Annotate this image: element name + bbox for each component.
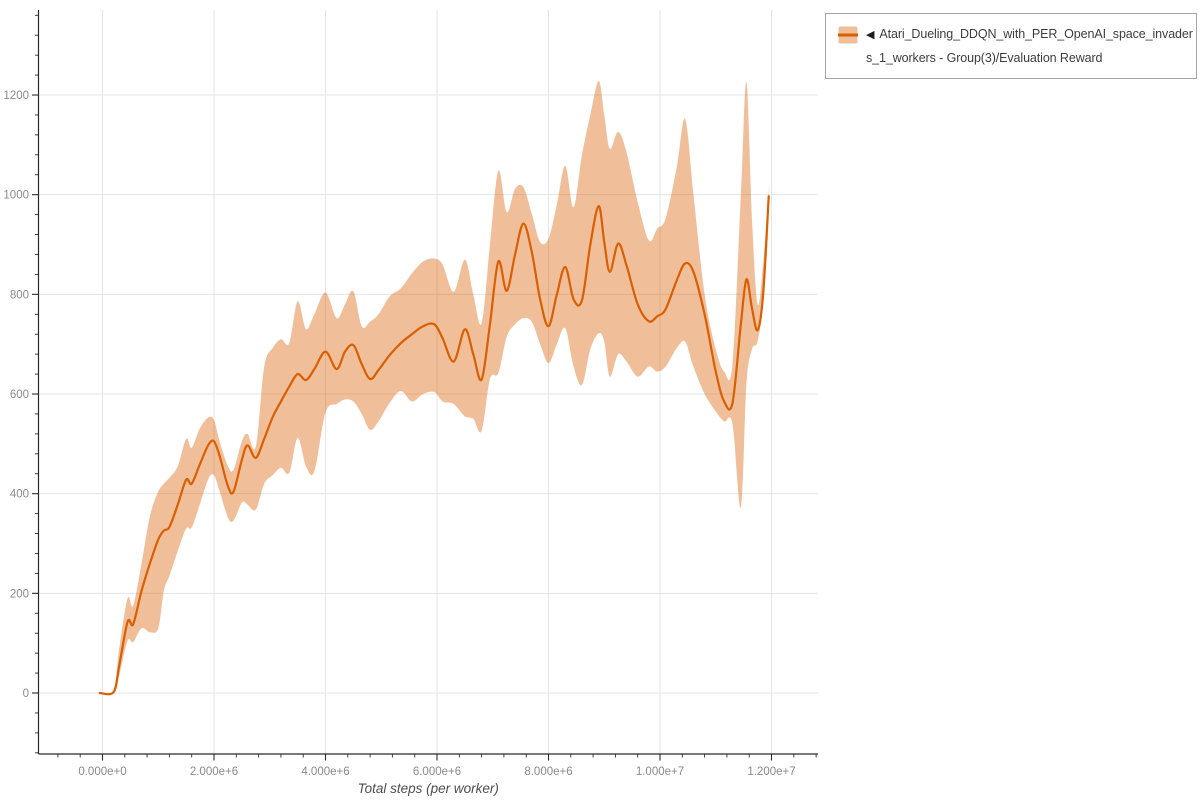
- y-tick-label: 800: [10, 289, 29, 301]
- tick-labels: 0.000e+0 2.000e+6 4.000e+6 6.000e+6 8.000e+6…: [3, 90, 795, 778]
- tick-marks: [32, 14, 817, 761]
- x-tick-label: 0.000e+0: [78, 766, 126, 778]
- collapse-triangle-icon[interactable]: ◀: [866, 29, 875, 41]
- legend-label-line1: Atari_Dueling_DDQN_with_PER_OpenAI_space…: [879, 27, 1193, 41]
- confidence-band: [99, 81, 770, 695]
- y-tick-label: 1000: [3, 190, 29, 202]
- x-tick-label: 1.000e+7: [636, 766, 684, 778]
- legend[interactable]: ◀ Atari_Dueling_DDQN_with_PER_OpenAI_spac…: [825, 13, 1197, 79]
- x-tick-label: 1.200e+7: [747, 766, 795, 778]
- x-axis-title: Total steps (per worker): [358, 781, 499, 796]
- legend-swatch-icon: [838, 26, 858, 44]
- reward-line: [98, 195, 770, 696]
- y-tick-label: 600: [10, 389, 29, 401]
- y-tick-label: 1200: [3, 90, 29, 102]
- legend-label: ◀ Atari_Dueling_DDQN_with_PER_OpenAI_spac…: [866, 23, 1193, 70]
- y-tick-label: 0: [23, 688, 29, 700]
- gridlines: [38, 10, 818, 754]
- x-tick-label: 8.000e+6: [524, 766, 572, 778]
- legend-label-line2: s_1_workers - Group(3)/Evaluation Reward: [866, 51, 1103, 65]
- x-tick-label: 2.000e+6: [190, 766, 238, 778]
- axes: [37, 10, 818, 755]
- x-tick-label: 6.000e+6: [413, 766, 461, 778]
- y-tick-label: 200: [10, 588, 29, 600]
- x-tick-label: 4.000e+6: [301, 766, 349, 778]
- y-tick-label: 400: [10, 489, 29, 501]
